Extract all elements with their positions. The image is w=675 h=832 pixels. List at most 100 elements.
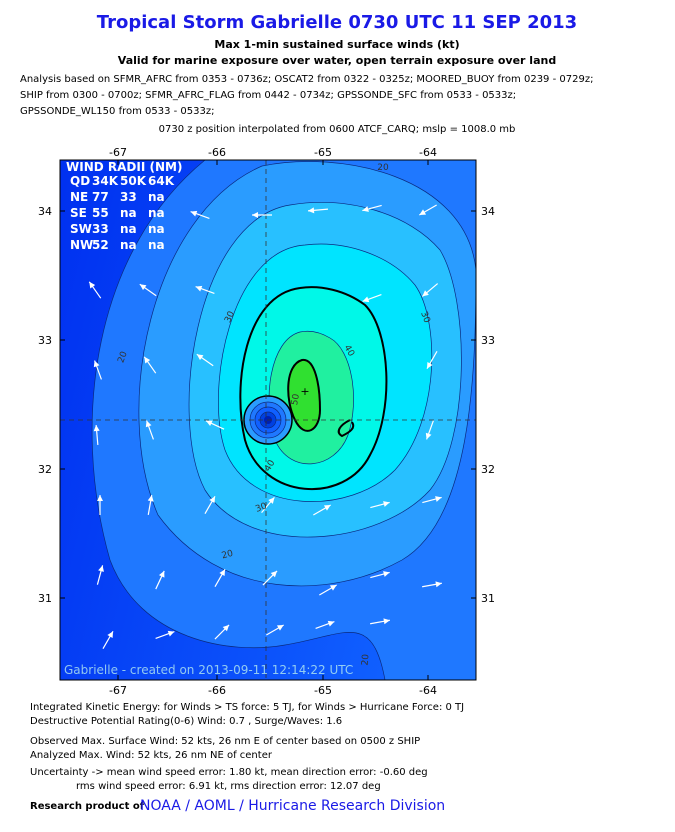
vector-head xyxy=(362,296,370,303)
vector-head xyxy=(425,432,432,440)
wind-vector xyxy=(147,495,154,515)
wind-vector xyxy=(419,204,437,216)
title: Tropical Storm Gabrielle 0730 UTC 11 SEP… xyxy=(97,12,577,33)
footer-line: Analyzed Max. Wind: 52 kts, 26 nm NE of … xyxy=(30,750,273,761)
vector-head xyxy=(323,505,331,511)
vector-head xyxy=(422,290,429,297)
vector-head xyxy=(144,356,151,364)
contour-label: 30 xyxy=(254,501,268,514)
subtitle: Valid for marine exposure over water, op… xyxy=(118,54,556,67)
wind-vector xyxy=(139,283,157,297)
wind-radii-header: 34K xyxy=(92,174,119,188)
wind-radii-table: WIND RADII (NM) QD 34K 50K 64K NE 77 33 na SE 55 n… xyxy=(66,160,182,252)
vector-head xyxy=(383,501,390,507)
wind-vector xyxy=(155,630,175,639)
lon-label: -64 xyxy=(419,146,437,159)
contour-label: 50 xyxy=(290,393,302,406)
contour-label: 20 xyxy=(116,350,129,364)
wind-radii-cell: na xyxy=(148,190,165,204)
vector-head xyxy=(419,209,427,215)
wind-radii-cell: 33 xyxy=(92,222,109,236)
wind-vector xyxy=(307,207,329,214)
vector-head xyxy=(195,285,203,292)
wind-radii-cell: 33 xyxy=(120,190,137,204)
wind-vector xyxy=(145,420,154,440)
lat-label: 32 xyxy=(481,463,495,476)
wind-vector xyxy=(205,420,225,430)
lon-label: -67 xyxy=(109,684,127,697)
footer-line: Integrated Kinetic Energy: for Winds > T… xyxy=(30,702,464,713)
wind-radii-cell: 52 xyxy=(92,238,109,252)
wind-vector xyxy=(370,501,390,509)
wind-vector xyxy=(214,569,226,587)
axes: -67 -67 -66 -66 -65 -65 -64 -64 34 34 33 33 32 32 31 31 xyxy=(38,146,495,697)
wind-radii-cell: na xyxy=(120,238,137,252)
vector-head xyxy=(97,495,103,501)
wind-radii-title: WIND RADII (NM) xyxy=(66,160,182,174)
wind-vector xyxy=(252,212,272,218)
contour-label: 20 xyxy=(361,653,372,666)
map-frame xyxy=(59,159,477,681)
wind-vector xyxy=(93,424,100,446)
position-note: 0730 z position interpolated from 0600 A… xyxy=(159,124,516,135)
vector-head xyxy=(435,496,442,502)
wind-radii-cell: na xyxy=(148,222,165,236)
vector-head xyxy=(196,354,204,361)
analysis-line: SHIP from 0300 - 0700z; SFMR_AFRC_FLAG f… xyxy=(20,90,516,101)
wind-vector xyxy=(313,504,331,516)
contour-label: 20 xyxy=(377,163,389,173)
wind-vector xyxy=(88,281,102,299)
wind-vector xyxy=(362,204,382,212)
wind-radii-header: 64K xyxy=(148,174,175,188)
vector-head xyxy=(145,420,152,428)
contour xyxy=(287,358,322,432)
lat-label: 34 xyxy=(481,205,495,218)
vector-head xyxy=(362,206,369,212)
footer-line: rms wind speed error: 6.91 kt, rms direc… xyxy=(76,781,381,792)
wind-vector xyxy=(195,285,215,294)
wind-vector xyxy=(426,351,438,369)
wind-vector xyxy=(319,584,337,596)
wind-vector xyxy=(96,565,104,585)
contour-label: 20 xyxy=(221,549,235,562)
wind-vector xyxy=(143,356,157,374)
wind-vectors xyxy=(88,204,442,649)
wind-radii-cell: 77 xyxy=(92,190,109,204)
footer-line: Destructive Potential Rating(0-6) Wind: … xyxy=(30,716,342,727)
vector-head xyxy=(89,281,96,289)
vector-head xyxy=(329,585,337,591)
vector-head xyxy=(158,570,165,578)
wind-radii-cell: SE xyxy=(70,206,87,220)
vector-head xyxy=(268,497,275,504)
lon-label: -65 xyxy=(314,146,332,159)
wind-vector xyxy=(204,496,216,514)
lon-label: -65 xyxy=(314,684,332,697)
wind-vector xyxy=(266,624,284,636)
vector-head xyxy=(427,361,433,369)
wind-vector xyxy=(93,360,102,380)
vector-head xyxy=(219,569,225,577)
research-label: Research product of xyxy=(30,801,145,812)
vector-head xyxy=(107,631,113,639)
vector-head xyxy=(98,565,104,572)
wind-vector xyxy=(102,631,114,649)
lat-label: 33 xyxy=(38,334,52,347)
footer-line: Uncertainty -> mean wind speed error: 1.… xyxy=(30,767,428,778)
vector-head xyxy=(252,212,258,218)
wind-vector xyxy=(190,210,210,219)
org-name: NOAA / AOML / Hurricane Research Divisio… xyxy=(140,798,445,814)
wind-vector xyxy=(370,618,390,625)
wind-radii-cell: NW xyxy=(70,238,93,252)
vector-head xyxy=(383,618,390,625)
wind-vector xyxy=(422,496,442,504)
vector-head xyxy=(93,425,100,432)
subtitle: Max 1-min sustained surface winds (kt) xyxy=(214,38,459,51)
vector-head xyxy=(190,210,198,217)
wind-radii-cell: 55 xyxy=(92,206,109,220)
wind-radii-cell: na xyxy=(148,206,165,220)
track xyxy=(337,419,355,438)
lat-label: 33 xyxy=(481,334,495,347)
